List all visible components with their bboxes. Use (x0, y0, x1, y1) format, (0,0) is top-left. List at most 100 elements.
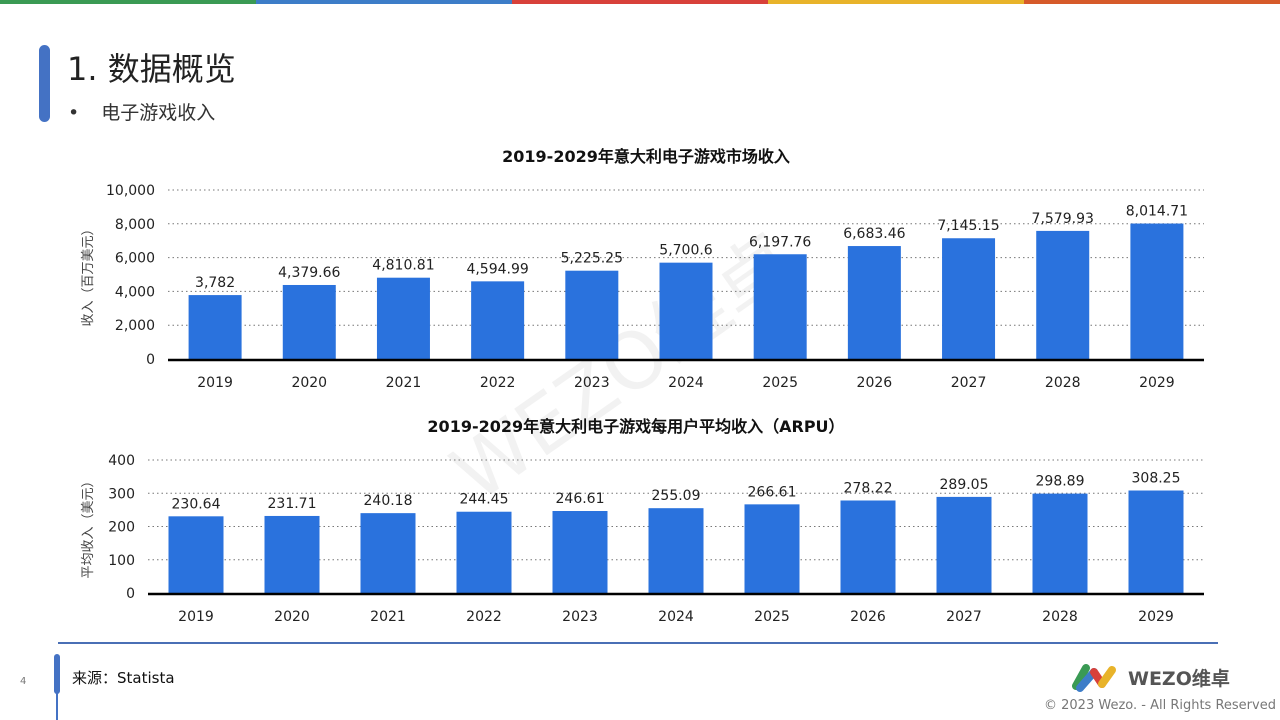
bar (659, 262, 713, 359)
x-tick-label: 2019 (178, 609, 214, 625)
bar (648, 508, 704, 593)
x-tick-label: 2025 (762, 375, 798, 391)
x-tick-label: 2027 (951, 375, 987, 391)
bar (847, 246, 901, 359)
bar (264, 515, 320, 593)
top-color-bar (0, 0, 1280, 4)
bar (753, 254, 807, 359)
x-tick-label: 2025 (754, 609, 790, 625)
y-tick-label: 6,000 (115, 251, 155, 267)
x-tick-label: 2022 (480, 375, 516, 391)
source-line (56, 690, 58, 720)
bar (1036, 230, 1090, 359)
source-text: 来源：Statista (72, 669, 175, 687)
bar (282, 284, 336, 359)
bullet-icon: • (68, 102, 80, 124)
data-label: 4,379.66 (278, 265, 340, 281)
bar (552, 511, 608, 593)
data-label: 6,197.76 (749, 234, 811, 250)
chart-title: 2019-2029年意大利电子游戏每用户平均收入（ARPU） (427, 417, 844, 436)
x-tick-label: 2021 (370, 609, 406, 625)
data-label: 7,579.93 (1032, 211, 1094, 227)
y-tick-label: 400 (108, 453, 135, 469)
data-label: 8,014.71 (1126, 204, 1188, 220)
x-tick-label: 2020 (274, 609, 310, 625)
top-bar-segment (0, 0, 256, 4)
y-tick-label: 0 (126, 586, 135, 602)
x-tick-label: 2026 (850, 609, 886, 625)
data-label: 3,782 (195, 275, 235, 291)
y-tick-label: 4,000 (115, 284, 155, 300)
data-label: 7,145.15 (937, 218, 999, 234)
data-label: 266.61 (748, 484, 797, 500)
x-tick-label: 2029 (1139, 375, 1175, 391)
x-tick-label: 2028 (1042, 609, 1078, 625)
logo-icon (1072, 664, 1116, 692)
source-accent (54, 654, 60, 694)
y-tick-label: 200 (108, 520, 135, 536)
bar (942, 238, 996, 359)
y-axis-label: 收入（百万美元） (81, 222, 96, 326)
wezo-logo: WEZO维卓 (1072, 662, 1230, 692)
page-title: 1. 数据概览 (67, 50, 236, 88)
y-tick-label: 2,000 (115, 318, 155, 334)
data-label: 4,810.81 (372, 258, 434, 274)
top-bar-segment (1024, 0, 1280, 4)
top-bar-segment (768, 0, 1024, 4)
x-tick-label: 2024 (668, 375, 704, 391)
top-bar-segment (256, 0, 512, 4)
x-tick-label: 2029 (1138, 609, 1174, 625)
x-tick-label: 2023 (562, 609, 598, 625)
subtitle-text: 电子游戏收入 (101, 102, 216, 124)
data-label: 298.89 (1036, 474, 1085, 490)
bar (456, 511, 512, 593)
bar (360, 513, 416, 593)
x-tick-label: 2021 (386, 375, 422, 391)
x-tick-label: 2019 (197, 375, 233, 391)
data-label: 289.05 (940, 477, 989, 493)
bar (188, 295, 242, 359)
data-label: 230.64 (172, 496, 221, 512)
y-axis-label: 平均收入（美元） (81, 474, 96, 578)
x-tick-label: 2027 (946, 609, 982, 625)
x-tick-label: 2026 (857, 375, 893, 391)
footer-divider (58, 642, 1218, 644)
data-label: 246.61 (556, 491, 605, 507)
data-label: 255.09 (652, 488, 701, 504)
subtitle: • 电子游戏收入 (68, 98, 215, 125)
y-tick-label: 100 (108, 553, 135, 569)
data-label: 244.45 (460, 492, 509, 508)
x-tick-label: 2023 (574, 375, 610, 391)
top-bar-segment (512, 0, 768, 4)
bar (471, 281, 525, 359)
page-number: 4 (20, 676, 27, 687)
bar (376, 277, 430, 359)
title-accent (39, 45, 50, 122)
bar (936, 496, 992, 593)
data-label: 6,683.46 (843, 226, 905, 242)
data-label: 240.18 (364, 493, 413, 509)
data-label: 231.71 (268, 496, 317, 512)
copyright: © 2023 Wezo. - All Rights Reserved (1044, 698, 1276, 713)
y-tick-label: 300 (108, 486, 135, 502)
bar (1130, 223, 1184, 359)
x-tick-label: 2020 (291, 375, 327, 391)
bar (744, 504, 800, 593)
bar (565, 270, 619, 359)
bar (168, 516, 224, 593)
bar (840, 500, 896, 593)
data-label: 5,700.6 (659, 243, 713, 259)
data-label: 5,225.25 (561, 251, 623, 267)
x-tick-label: 2028 (1045, 375, 1081, 391)
y-tick-label: 8,000 (115, 217, 155, 233)
y-tick-label: 0 (146, 352, 155, 368)
x-tick-label: 2024 (658, 609, 694, 625)
bar (1128, 490, 1184, 593)
data-label: 308.25 (1132, 471, 1181, 487)
chart-title: 2019-2029年意大利电子游戏市场收入 (502, 147, 790, 166)
x-tick-label: 2022 (466, 609, 502, 625)
data-label: 278.22 (844, 480, 893, 496)
logo-text: WEZO维卓 (1128, 667, 1230, 690)
data-label: 4,594.99 (466, 261, 528, 277)
